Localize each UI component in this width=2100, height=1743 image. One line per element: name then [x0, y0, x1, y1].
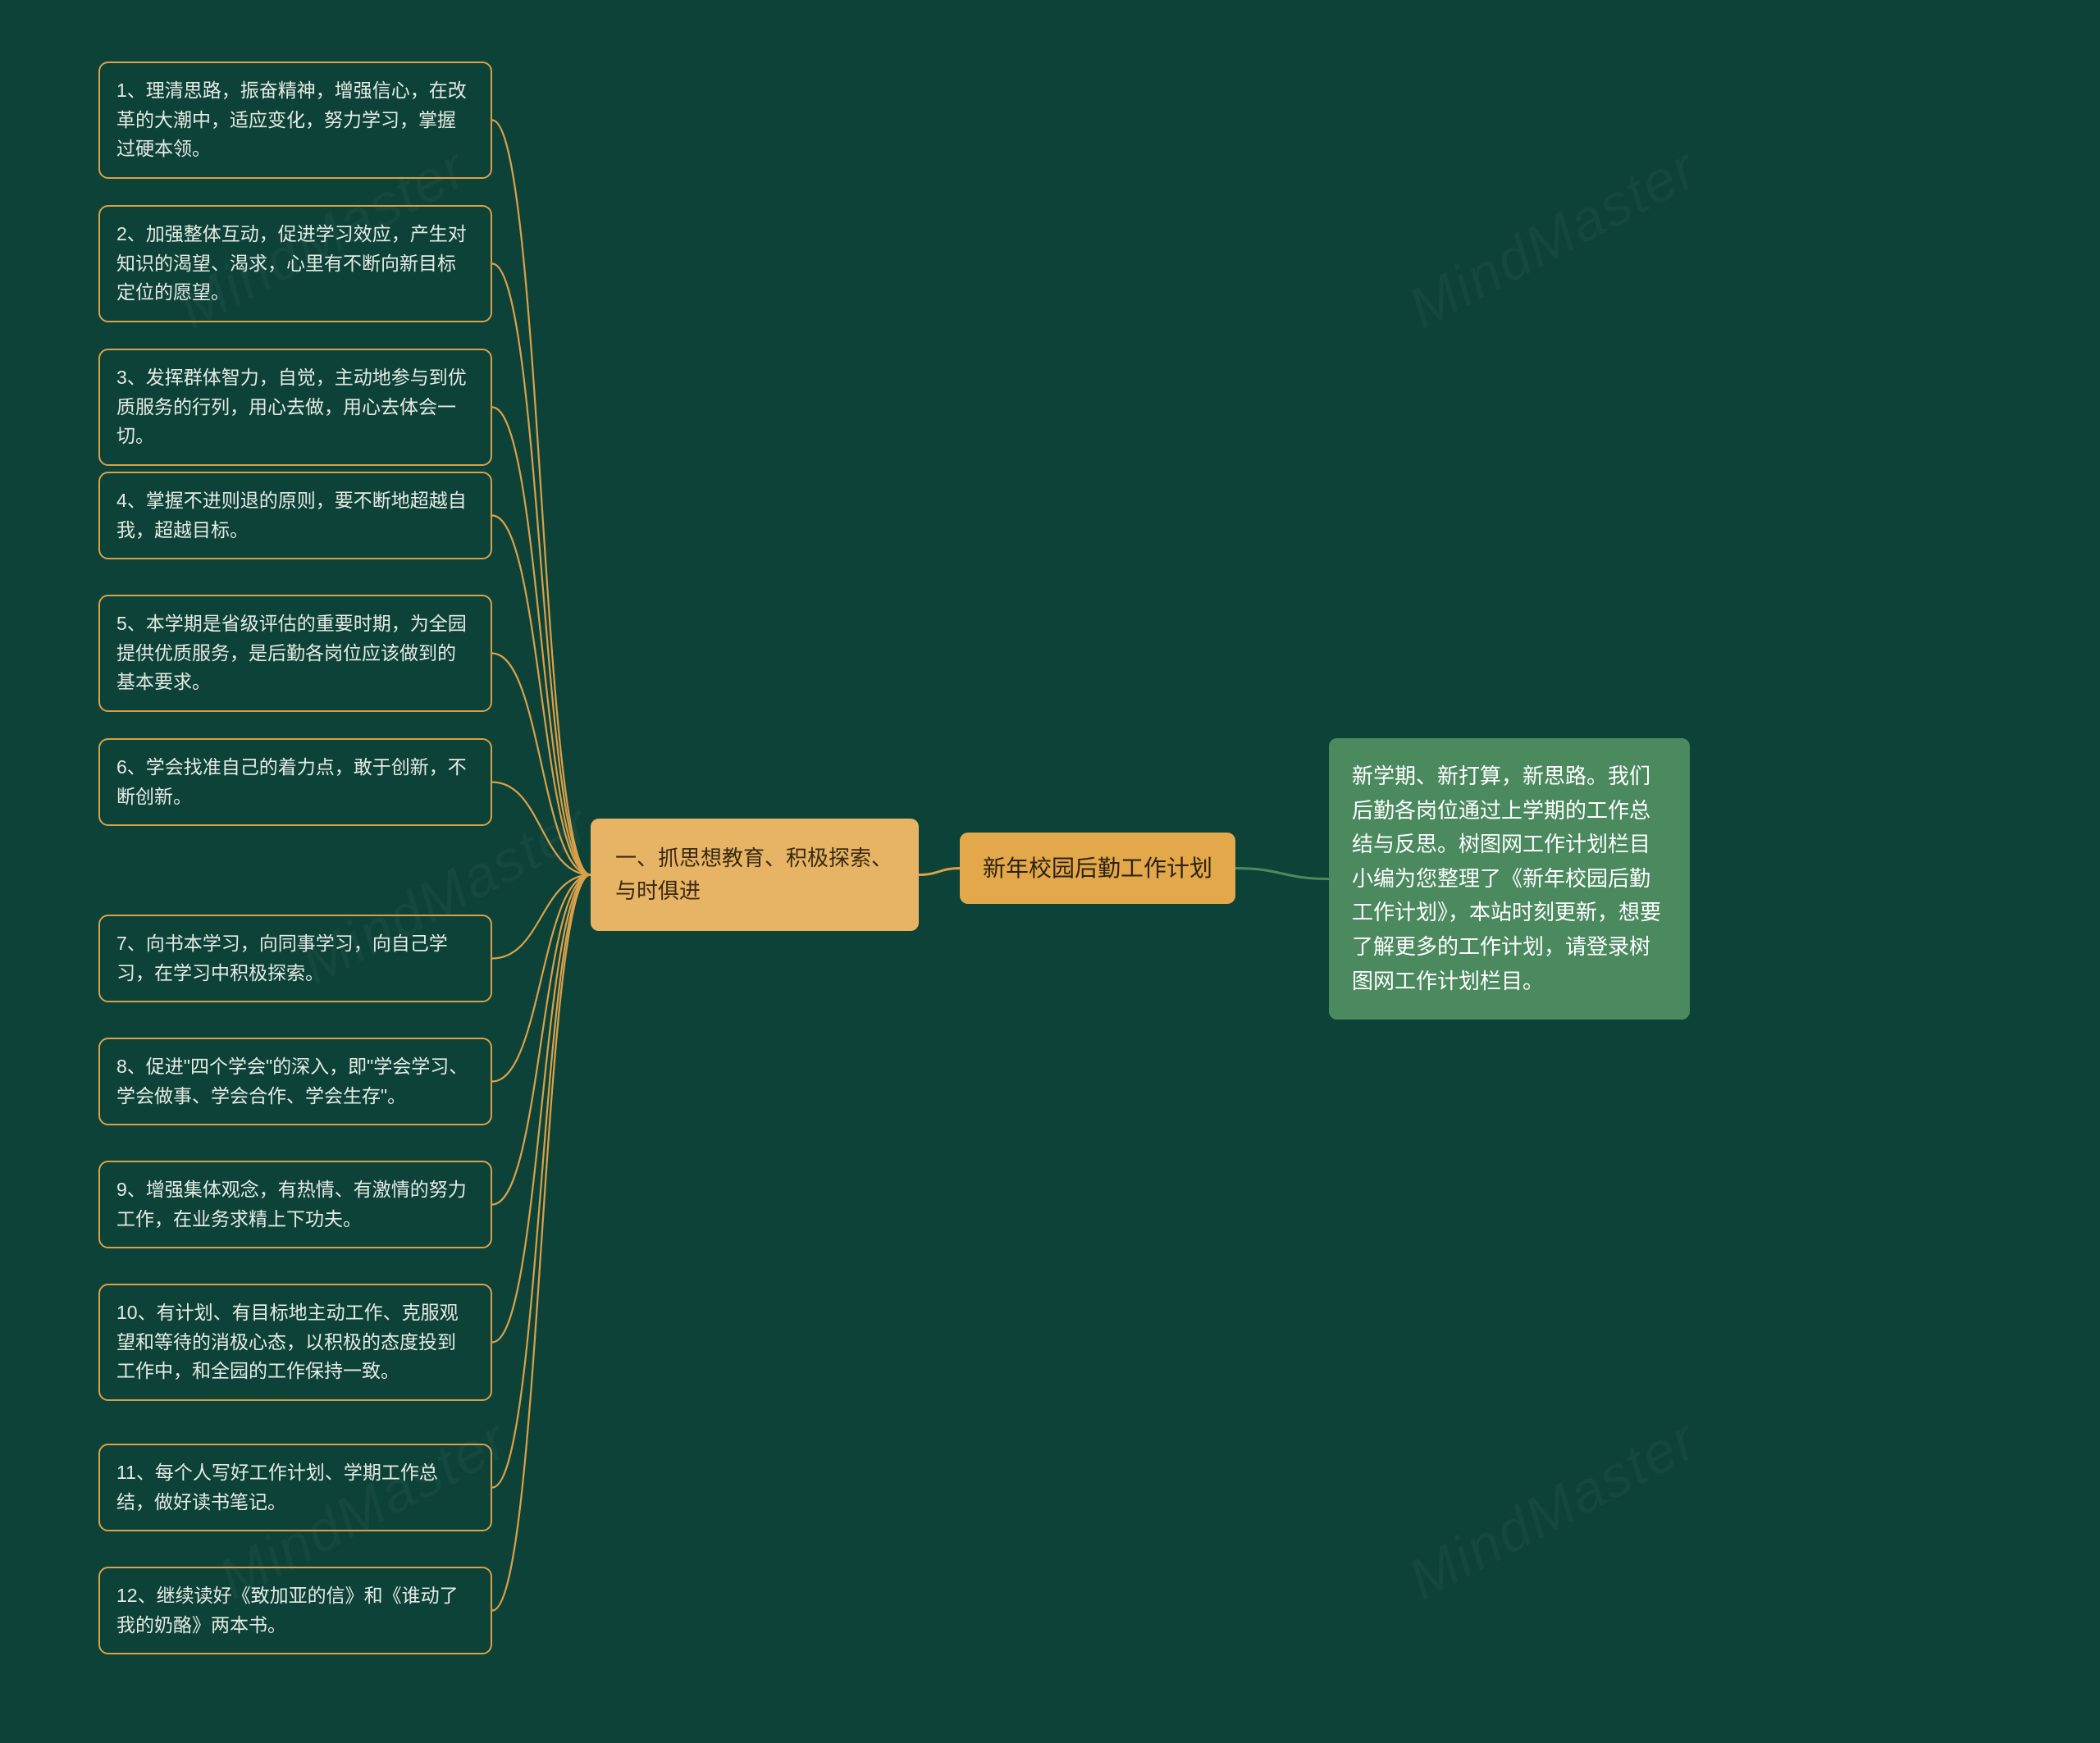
leaf-node[interactable]: 6、学会找准自己的着力点，敢于创新，不断创新。 [98, 738, 492, 826]
leaf-node[interactable]: 10、有计划、有目标地主动工作、克服观望和等待的消极心态，以积极的态度投到工作中… [98, 1284, 492, 1401]
root-node[interactable]: 新年校园后勤工作计划 [960, 833, 1235, 904]
leaf-node[interactable]: 11、每个人写好工作计划、学期工作总结，做好读书笔记。 [98, 1444, 492, 1531]
description-node[interactable]: 新学期、新打算，新思路。我们后勤各岗位通过上学期的工作总结与反思。树图网工作计划… [1329, 738, 1690, 1020]
watermark: MindMaster [1398, 135, 1708, 341]
leaf-node[interactable]: 2、加强整体互动，促进学习效应，产生对知识的渴望、渴求，心里有不断向新目标定位的… [98, 205, 492, 322]
leaf-node[interactable]: 1、理清思路，振奋精神，增强信心，在改革的大潮中，适应变化，努力学习，掌握过硬本… [98, 62, 492, 179]
section-node[interactable]: 一、抓思想教育、积极探索、与时俱进 [591, 819, 919, 931]
leaf-node[interactable]: 7、向书本学习，向同事学习，向自己学习，在学习中积极探索。 [98, 915, 492, 1002]
leaf-node[interactable]: 9、增强集体观念，有热情、有激情的努力工作，在业务求精上下功夫。 [98, 1161, 492, 1248]
leaf-node[interactable]: 8、促进"四个学会"的深入，即"学会学习、学会做事、学会合作、学会生存"。 [98, 1038, 492, 1125]
leaf-node[interactable]: 4、掌握不进则退的原则，要不断地超越自我，超越目标。 [98, 472, 492, 559]
leaf-node[interactable]: 5、本学期是省级评估的重要时期，为全园提供优质服务，是后勤各岗位应该做到的基本要… [98, 595, 492, 712]
leaf-node[interactable]: 3、发挥群体智力，自觉，主动地参与到优质服务的行列，用心去做，用心去体会一切。 [98, 349, 492, 466]
leaf-node[interactable]: 12、继续读好《致加亚的信》和《谁动了我的奶酪》两本书。 [98, 1567, 492, 1654]
mindmap-canvas: MindMaster MindMaster MindMaster MindMas… [0, 0, 2100, 1743]
watermark: MindMaster [1398, 1406, 1708, 1613]
